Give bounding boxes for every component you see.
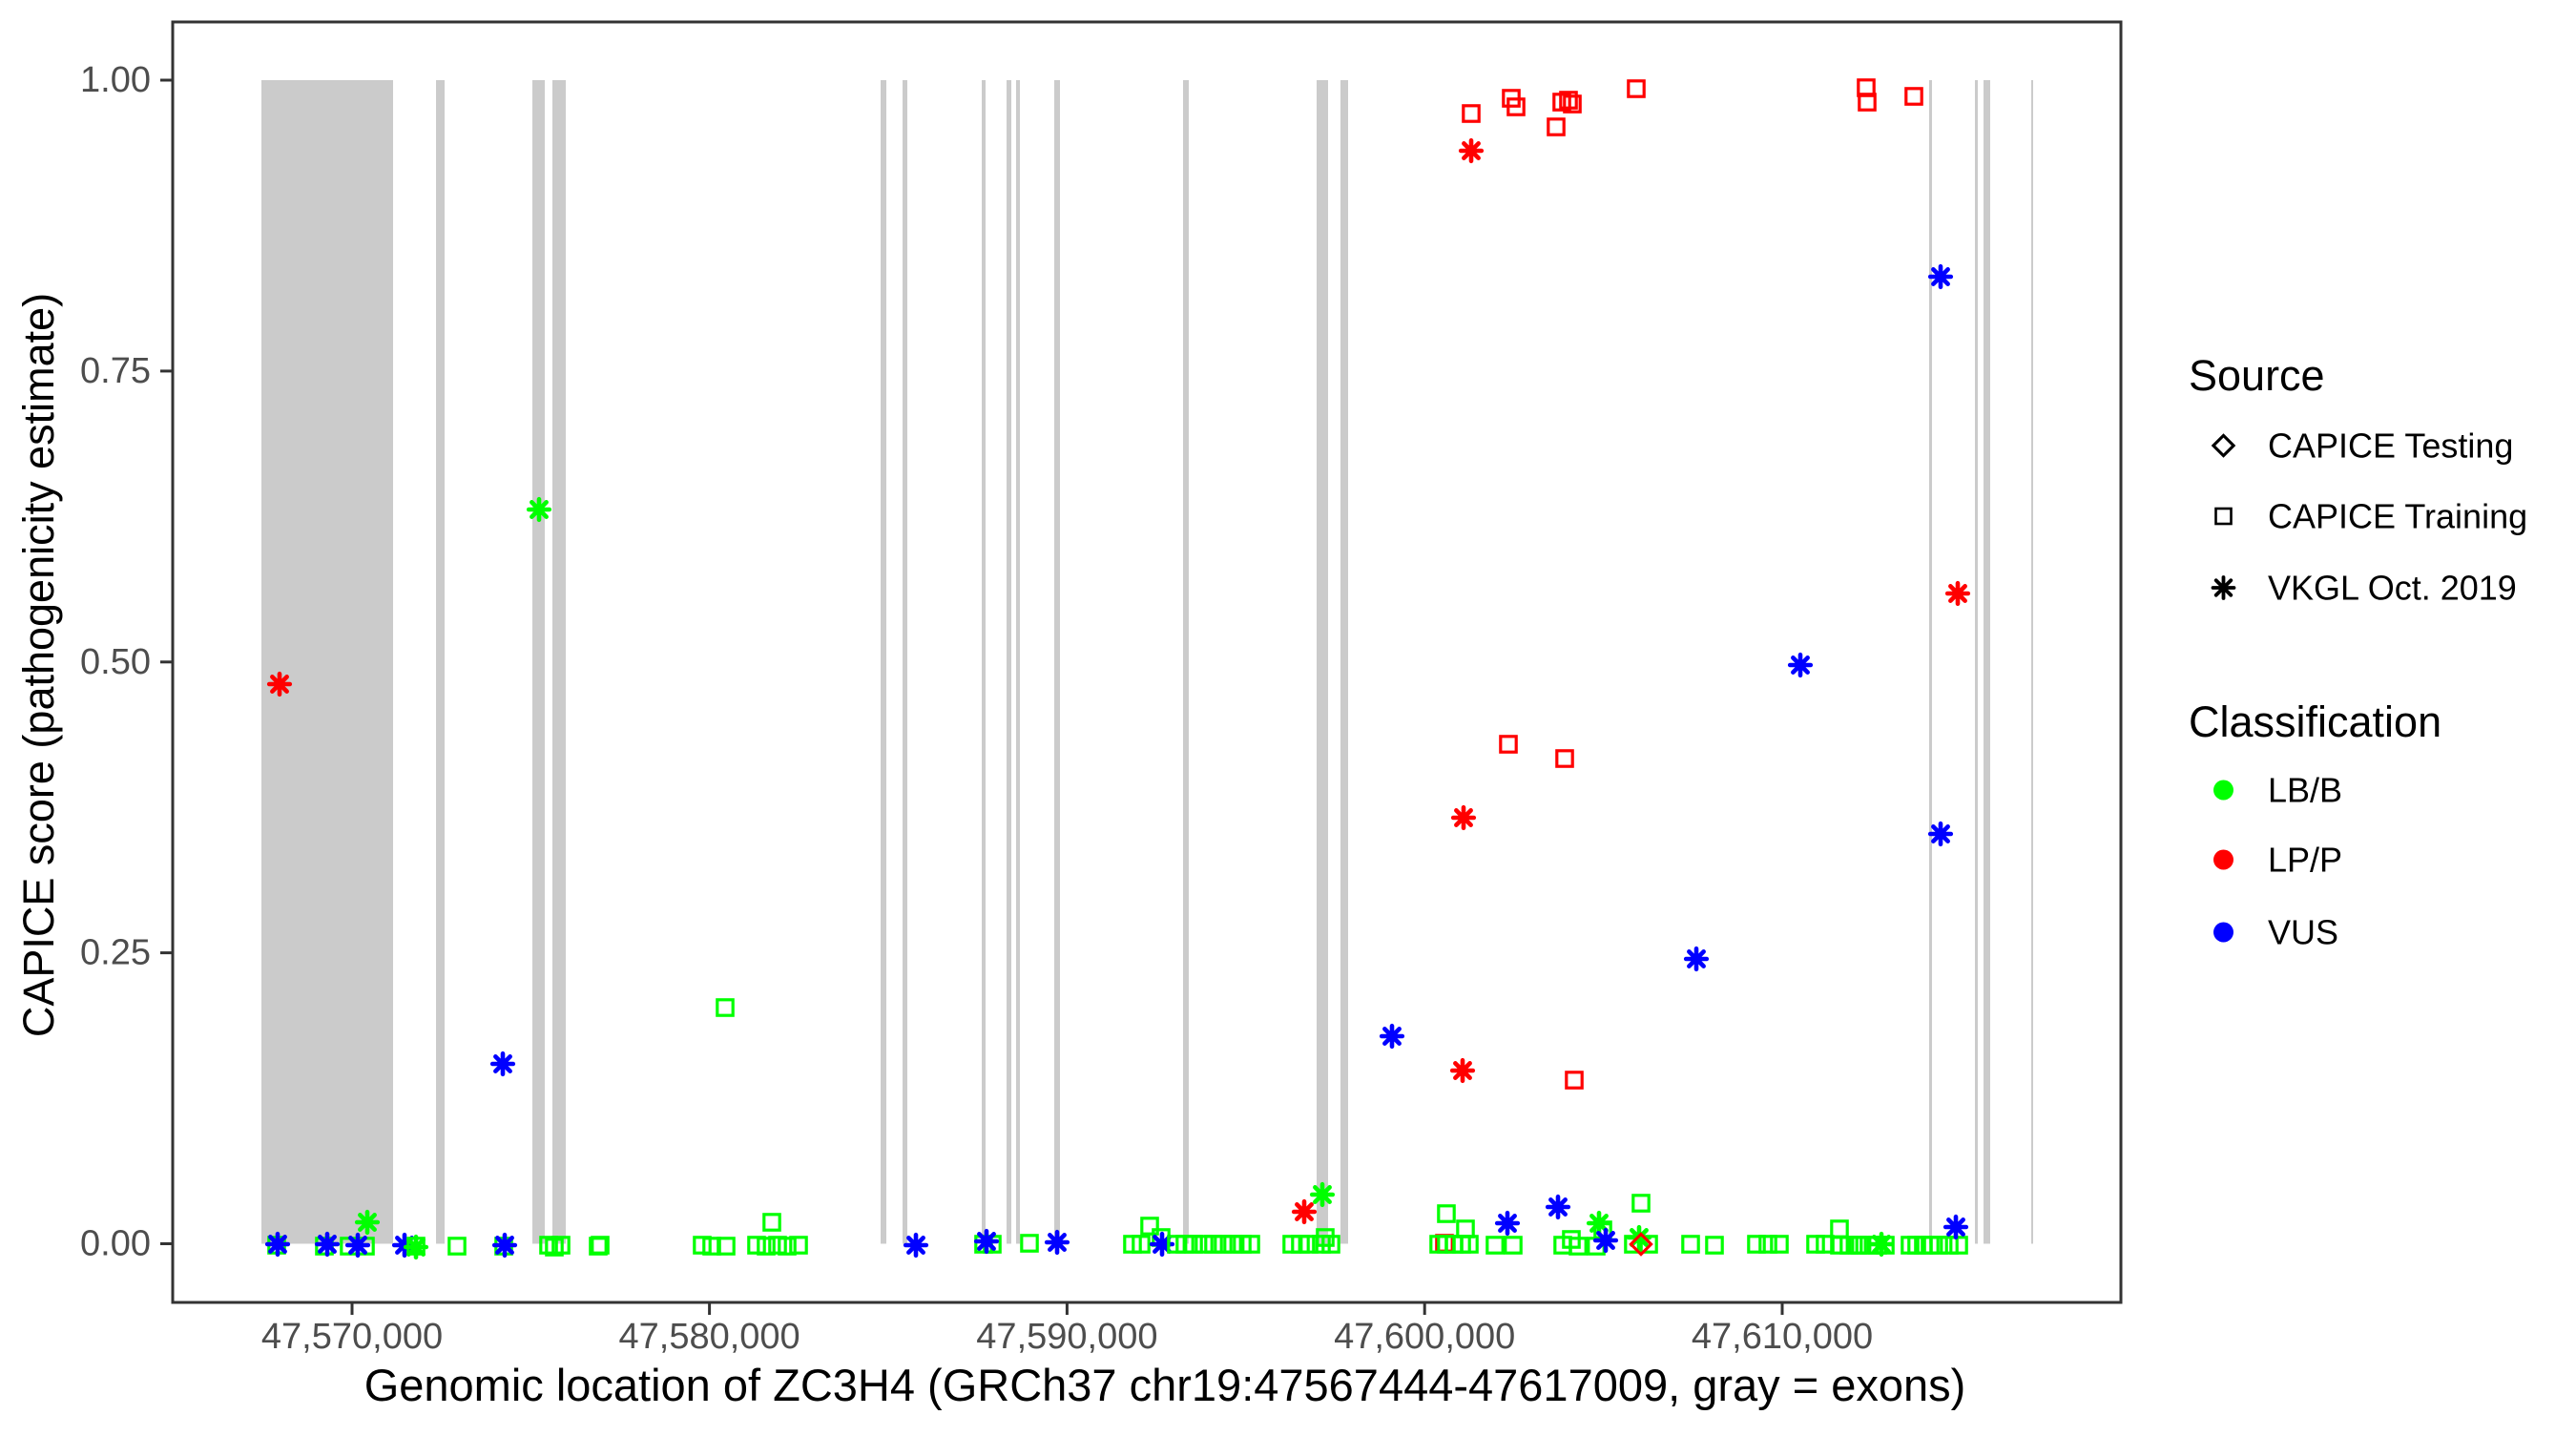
svg-text:Source: Source xyxy=(2189,351,2325,400)
svg-text:CAPICE score (pathogenicity es: CAPICE score (pathogenicity estimate) xyxy=(14,293,63,1037)
svg-text:VKGL Oct. 2019: VKGL Oct. 2019 xyxy=(2268,569,2517,608)
svg-text:Genomic location of ZC3H4 (GRC: Genomic location of ZC3H4 (GRCh37 chr19:… xyxy=(364,1360,1966,1410)
svg-text:0.75: 0.75 xyxy=(80,351,151,391)
svg-text:0.25: 0.25 xyxy=(80,933,151,973)
svg-text:0.50: 0.50 xyxy=(80,642,151,682)
svg-text:47,610,000: 47,610,000 xyxy=(1692,1317,1873,1357)
svg-text:47,600,000: 47,600,000 xyxy=(1334,1317,1515,1357)
svg-text:Classification: Classification xyxy=(2189,697,2441,746)
svg-text:47,570,000: 47,570,000 xyxy=(261,1317,443,1357)
svg-text:VUS: VUS xyxy=(2268,913,2338,952)
svg-text:1.00: 1.00 xyxy=(80,60,151,100)
svg-text:47,580,000: 47,580,000 xyxy=(619,1317,800,1357)
svg-text:47,590,000: 47,590,000 xyxy=(976,1317,1157,1357)
svg-text:0.00: 0.00 xyxy=(80,1224,151,1264)
svg-text:CAPICE Testing: CAPICE Testing xyxy=(2268,427,2513,466)
svg-text:LB/B: LB/B xyxy=(2268,771,2342,810)
svg-text:CAPICE Training: CAPICE Training xyxy=(2268,497,2527,536)
svg-text:LP/P: LP/P xyxy=(2268,841,2342,880)
